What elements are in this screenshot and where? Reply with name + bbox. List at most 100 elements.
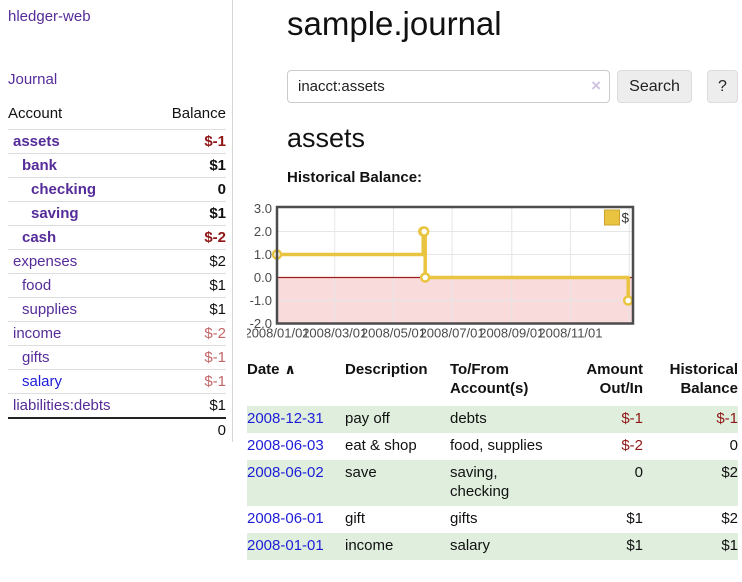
accounts-header-row: Account Balance [8, 100, 226, 130]
account-balance: $1 [151, 202, 226, 226]
transaction-balance: 0 [643, 433, 738, 460]
account-link[interactable]: assets [13, 133, 60, 150]
x-tick-label: 2008/01/01 [247, 326, 310, 341]
register-header-description: Description [345, 360, 450, 406]
search-row: × Search ? [287, 70, 738, 103]
search-box: × [287, 70, 610, 103]
y-tick-label: 1.0 [254, 247, 272, 262]
sidebar-divider [232, 0, 233, 442]
y-tick-label: -1.0 [250, 293, 272, 308]
transaction-accounts: debts [450, 406, 560, 433]
clear-search-icon[interactable]: × [591, 75, 601, 97]
transaction-balance: $-1 [643, 406, 738, 433]
app-title-link[interactable]: hledger-web [8, 8, 91, 25]
transaction-date-link[interactable]: 2008-01-01 [247, 537, 324, 554]
x-tick-label: 2008/03/01 [302, 326, 367, 341]
account-balance: $1 [151, 274, 226, 298]
transaction-amount: $1 [560, 506, 643, 533]
account-link[interactable]: saving [31, 205, 79, 222]
transaction-description: eat & shop [345, 433, 450, 460]
legend-swatch [605, 210, 620, 225]
transaction-accounts: gifts [450, 506, 560, 533]
register-row: 2008-06-02savesaving, checking0$2 [247, 460, 738, 506]
historical-balance-chart: $3.02.01.00.0-1.0-2.02008/01/012008/03/0… [247, 200, 667, 352]
transaction-amount: $-2 [560, 433, 643, 460]
date-header-label: Date [247, 361, 280, 378]
transaction-amount: $1 [560, 533, 643, 560]
account-row: bank $1 [8, 154, 226, 178]
account-link[interactable]: bank [22, 157, 57, 174]
transaction-balance: $1 [643, 533, 738, 560]
account-link[interactable]: food [22, 277, 51, 294]
transaction-accounts: salary [450, 533, 560, 560]
account-link[interactable]: gifts [22, 349, 50, 366]
accounts-total-value: 0 [8, 418, 226, 442]
register-row: 2008-12-31pay offdebts$-1$-1 [247, 406, 738, 433]
account-row: food $1 [8, 274, 226, 298]
hledger-web-page: hledger-web Journal Account Balance asse… [0, 0, 742, 582]
accounts-total-row: 0 [8, 418, 226, 442]
transaction-accounts: food, supplies [450, 433, 560, 460]
register-header-account: To/From Account(s) [450, 360, 560, 406]
help-button[interactable]: ? [707, 70, 738, 103]
sidebar-item-journal[interactable]: Journal [8, 71, 57, 88]
transaction-description: income [345, 533, 450, 560]
account-row: saving $1 [8, 202, 226, 226]
account-link[interactable]: income [13, 325, 61, 342]
account-balance: $1 [151, 394, 226, 419]
account-row: expenses $2 [8, 250, 226, 274]
account-link[interactable]: cash [22, 229, 56, 246]
legend-label: $ [622, 211, 630, 226]
account-link[interactable]: supplies [22, 301, 77, 318]
data-point-marker [421, 274, 429, 282]
account-balance: $-1 [151, 130, 226, 154]
account-row: supplies $1 [8, 298, 226, 322]
account-link[interactable]: liabilities:debts [13, 397, 111, 414]
transaction-date-link[interactable]: 2008-06-01 [247, 510, 324, 527]
account-row: gifts $-1 [8, 346, 226, 370]
transaction-date-link[interactable]: 2008-12-31 [247, 410, 324, 427]
register-row: 2008-06-01giftgifts$1$2 [247, 506, 738, 533]
chart-svg: $3.02.01.00.0-1.0-2.02008/01/012008/03/0… [247, 200, 667, 352]
accounts-header-balance: Balance [151, 100, 226, 130]
account-balance: $2 [151, 250, 226, 274]
x-tick-label: 2008/05/01 [361, 326, 426, 341]
account-balance: $1 [151, 154, 226, 178]
account-balance: 0 [151, 178, 226, 202]
account-balance: $-1 [151, 370, 226, 394]
account-row: checking 0 [8, 178, 226, 202]
account-heading: assets [287, 118, 365, 158]
account-balance: $-2 [151, 322, 226, 346]
register-table: Date∧ Description To/From Account(s) Amo… [247, 360, 738, 560]
x-tick-label: 2008/07/01 [420, 326, 485, 341]
account-link[interactable]: checking [31, 181, 96, 198]
account-link[interactable]: salary [22, 373, 62, 390]
transaction-accounts: saving, checking [450, 460, 560, 506]
y-tick-label: 2.0 [254, 224, 272, 239]
register-header-balance: Historical Balance [643, 360, 738, 406]
data-point-marker [624, 297, 632, 305]
sort-ascending-icon: ∧ [285, 361, 296, 377]
accounts-table: Account Balance assets $-1 bank $1 checking 0… [8, 100, 226, 442]
y-tick-label: 3.0 [254, 201, 272, 216]
search-input[interactable] [287, 70, 610, 103]
account-row: salary $-1 [8, 370, 226, 394]
search-button[interactable]: Search [617, 70, 692, 103]
data-point-marker [420, 228, 428, 236]
account-link[interactable]: expenses [13, 253, 77, 270]
account-balance: $-1 [151, 346, 226, 370]
account-balance: $1 [151, 298, 226, 322]
account-row: liabilities:debts $1 [8, 394, 226, 419]
register-header-date: Date ∧ [247, 360, 345, 406]
account-row: assets $-1 [8, 130, 226, 154]
transaction-date-link[interactable]: 2008-06-03 [247, 437, 324, 454]
account-balance: $-2 [151, 226, 226, 250]
chart-title: Historical Balance: [287, 169, 422, 186]
account-row: cash $-2 [8, 226, 226, 250]
transaction-amount: 0 [560, 460, 643, 506]
x-tick-label: 2008/09/01 [479, 326, 544, 341]
transaction-description: save [345, 460, 450, 506]
transaction-description: pay off [345, 406, 450, 433]
transaction-balance: $2 [643, 506, 738, 533]
transaction-date-link[interactable]: 2008-06-02 [247, 464, 324, 481]
